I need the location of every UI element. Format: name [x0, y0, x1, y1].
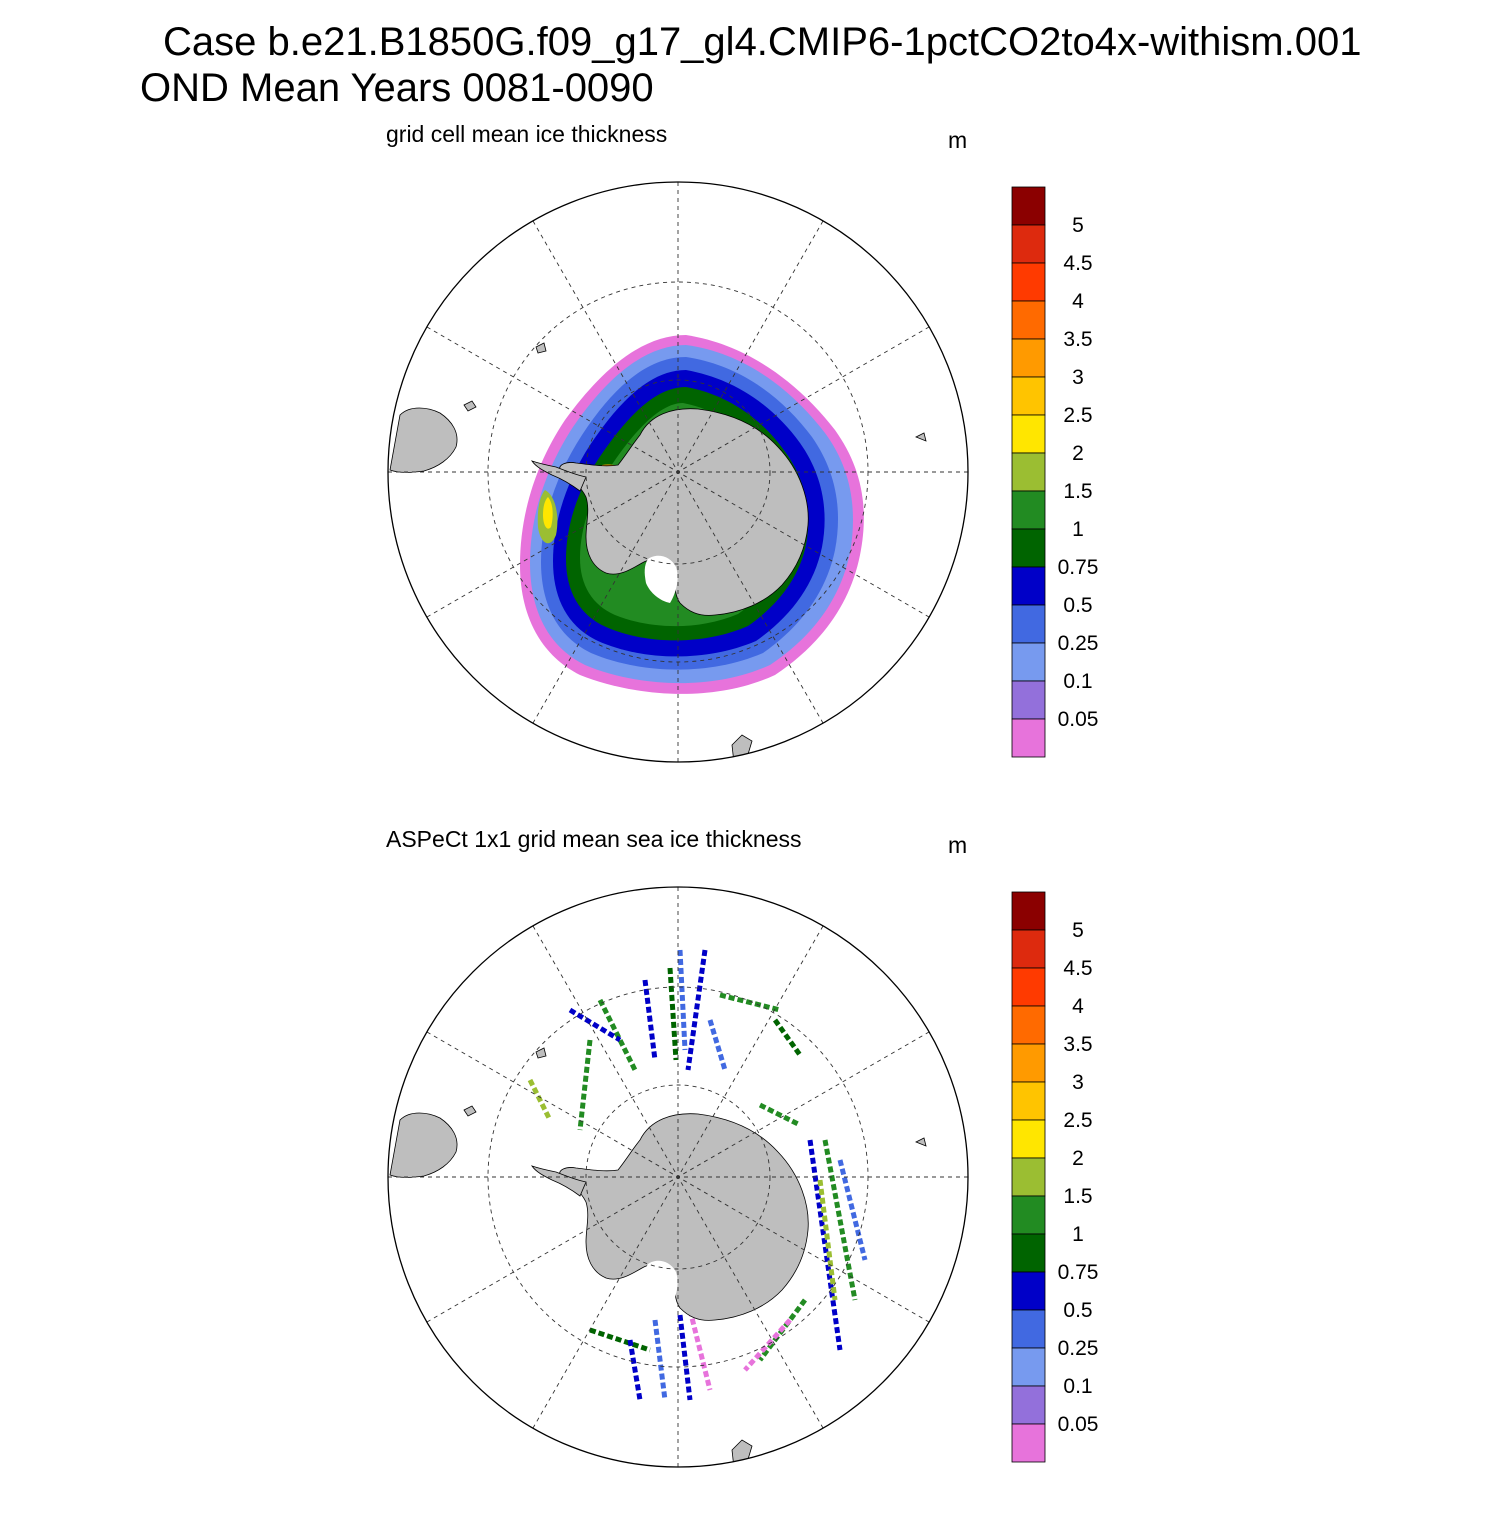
colorbar-label: 0.05	[1058, 708, 1099, 731]
colorbar-swatch	[1011, 604, 1046, 644]
ross-sea-opening	[644, 1260, 678, 1308]
colorbar-label: 2	[1072, 1147, 1084, 1170]
ice-band-2-peninsula	[543, 497, 553, 529]
colorbar-label: 0.25	[1058, 1337, 1099, 1360]
colorbar-swatch	[1011, 1423, 1046, 1463]
colorbar-label: 3.5	[1063, 328, 1092, 351]
antarctic-peninsula	[531, 460, 587, 492]
south-georgia-island	[535, 1047, 547, 1059]
kerguelen-island	[915, 1137, 927, 1147]
colorbar-swatch	[1011, 566, 1046, 606]
colorbar-swatch	[1011, 338, 1046, 378]
colorbar-swatch	[1011, 490, 1046, 530]
colorbar-swatch	[1011, 967, 1046, 1007]
colorbar-swatch	[1011, 452, 1046, 492]
colorbar-label: 0.1	[1063, 670, 1092, 693]
falkland-islands	[463, 400, 477, 412]
colorbar-swatch	[1011, 376, 1046, 416]
graticule	[388, 182, 968, 762]
colorbar-swatch	[1011, 1005, 1046, 1045]
map-border	[387, 181, 969, 763]
colorbar-swatch	[1011, 642, 1046, 682]
model-units-label: m	[948, 127, 968, 153]
colorbar-label: 0.1	[1063, 1375, 1092, 1398]
obs-panel-title: ASPeCt 1x1 grid mean sea ice thickness	[386, 826, 802, 852]
figure-title-line-1: Case b.e21.B1850G.f09_g17_gl4.CMIP6-1pct…	[163, 20, 1362, 64]
falkland-islands	[463, 1105, 477, 1117]
colorbar-label: 0.05	[1058, 1413, 1099, 1436]
colorbar-label: 0.25	[1058, 632, 1099, 655]
colorbar-label: 4.5	[1063, 957, 1092, 980]
colorbar-label: 2.5	[1063, 1109, 1092, 1132]
obs-colorbar: 5 4.5 4 3.5 3 2.5 2 1.5 1 0.75 0.5 0.25 0.1 0.05	[1011, 891, 1099, 1463]
colorbar-swatch	[1011, 891, 1046, 931]
colorbar-label: 3	[1072, 366, 1084, 389]
colorbar-label: 1	[1072, 518, 1084, 541]
model-panel: grid cell mean ice thickness m	[0, 115, 1500, 820]
colorbar-label: 1.5	[1063, 1185, 1092, 1208]
colorbar-swatch	[1011, 1385, 1046, 1425]
colorbar-swatch	[1011, 929, 1046, 969]
model-colorbar: 5 4.5 4 3.5 3 2.5 2 1.5 1 0.75 0.5 0.25 0.1 0.05	[1011, 186, 1099, 758]
colorbar-swatch	[1011, 186, 1046, 226]
colorbar-swatch	[1011, 718, 1046, 758]
colorbar-swatch	[1011, 1347, 1046, 1387]
obs-units-label: m	[948, 832, 968, 858]
model-colorbar-boxes	[1011, 186, 1046, 758]
colorbar-swatch	[1011, 1195, 1046, 1235]
colorbar-label: 4.5	[1063, 252, 1092, 275]
obs-panel: ASPeCt 1x1 grid mean sea ice thickness m	[0, 820, 1500, 1525]
colorbar-label: 0.75	[1058, 1261, 1099, 1284]
obs-polar-map	[387, 886, 969, 1468]
colorbar-swatch	[1011, 680, 1046, 720]
model-colorbar-labels: 5 4.5 4 3.5 3 2.5 2 1.5 1 0.75 0.5 0.25 0.1 0.05	[1058, 214, 1099, 731]
colorbar-label: 3	[1072, 1071, 1084, 1094]
colorbar-label: 2.5	[1063, 404, 1092, 427]
colorbar-label: 0.75	[1058, 556, 1099, 579]
colorbar-label: 4	[1072, 290, 1084, 313]
colorbar-label: 4	[1072, 995, 1084, 1018]
model-panel-title: grid cell mean ice thickness	[386, 121, 668, 147]
colorbar-label: 2	[1072, 442, 1084, 465]
colorbar-swatch	[1011, 1309, 1046, 1349]
antarctic-peninsula	[531, 1165, 587, 1197]
colorbar-swatch	[1011, 528, 1046, 568]
colorbar-swatch	[1011, 1081, 1046, 1121]
colorbar-label: 0.5	[1063, 1299, 1092, 1322]
south-georgia-island	[535, 342, 547, 354]
colorbar-label: 1.5	[1063, 480, 1092, 503]
colorbar-label: 5	[1072, 919, 1084, 942]
colorbar-swatch	[1011, 224, 1046, 264]
colorbar-swatch	[1011, 1119, 1046, 1159]
obs-colorbar-boxes	[1011, 891, 1046, 1463]
colorbar-label: 3.5	[1063, 1033, 1092, 1056]
graticule	[388, 887, 968, 1467]
model-polar-map	[387, 181, 969, 763]
colorbar-swatch	[1011, 1043, 1046, 1083]
ross-sea-opening	[644, 555, 678, 603]
colorbar-swatch	[1011, 300, 1046, 340]
colorbar-swatch	[1011, 262, 1046, 302]
map-border	[387, 886, 969, 1468]
colorbar-label: 1	[1072, 1223, 1084, 1246]
colorbar-swatch	[1011, 1157, 1046, 1197]
colorbar-swatch	[1011, 414, 1046, 454]
colorbar-swatch	[1011, 1271, 1046, 1311]
obs-ship-tracks	[527, 949, 868, 1401]
figure-title-line-2: OND Mean Years 0081-0090	[140, 66, 654, 110]
colorbar-label: 5	[1072, 214, 1084, 237]
kerguelen-island	[915, 432, 927, 442]
colorbar-swatch	[1011, 1233, 1046, 1273]
colorbar-label: 0.5	[1063, 594, 1092, 617]
obs-colorbar-labels: 5 4.5 4 3.5 3 2.5 2 1.5 1 0.75 0.5 0.25 0.1 0.05	[1058, 919, 1099, 1436]
